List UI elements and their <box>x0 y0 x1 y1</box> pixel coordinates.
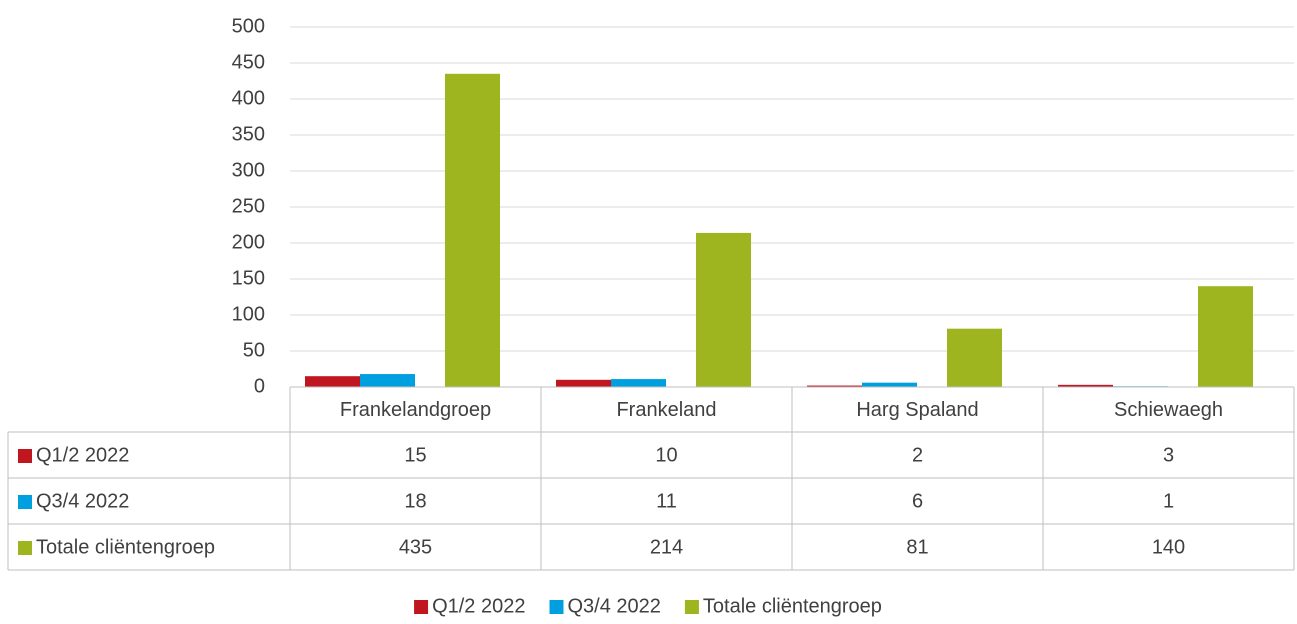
bar <box>556 379 611 387</box>
table-cell: 1 <box>1163 490 1174 512</box>
row-label: Q1/2 2022 <box>36 444 129 466</box>
y-tick-label: 150 <box>232 267 265 289</box>
y-tick-label: 500 <box>232 15 265 37</box>
category-label: Frankeland <box>616 399 716 421</box>
y-tick-label: 250 <box>232 195 265 217</box>
table-cell: 214 <box>650 536 683 558</box>
legend-key <box>18 449 32 463</box>
category-label: Frankelandgroep <box>340 399 491 421</box>
legend-key <box>684 600 699 614</box>
bar <box>696 232 751 387</box>
bar <box>862 382 917 387</box>
row-label: Q3/4 2022 <box>36 490 129 512</box>
table-cell: 2 <box>912 444 923 466</box>
table-cell: 6 <box>912 490 923 512</box>
table-cell: 10 <box>655 444 677 466</box>
category-label: Harg Spaland <box>856 399 978 421</box>
table-cell: 15 <box>404 444 426 466</box>
row-label: Totale cliëntengroep <box>36 536 215 558</box>
table-cell: 11 <box>656 490 677 512</box>
legend-label: Q3/4 2022 <box>567 595 660 617</box>
table-cell: 18 <box>404 490 426 512</box>
legend-key <box>18 541 32 555</box>
legend-key <box>414 600 429 614</box>
y-tick-label: 450 <box>232 51 265 73</box>
table-cell: 3 <box>1163 444 1174 466</box>
y-tick-label: 400 <box>232 87 265 109</box>
y-tick-label: 350 <box>232 123 265 145</box>
legend-key <box>549 600 564 614</box>
bar <box>305 376 360 387</box>
y-tick-label: 100 <box>232 303 265 325</box>
legend-key <box>18 495 32 509</box>
table-cell: 81 <box>906 536 928 558</box>
table-cell: 435 <box>399 536 432 558</box>
bar <box>445 73 500 388</box>
y-tick-label: 50 <box>243 339 265 361</box>
bar <box>947 328 1002 387</box>
bar <box>360 374 415 387</box>
y-tick-label: 300 <box>232 159 265 181</box>
legend-label: Q1/2 2022 <box>432 595 525 617</box>
legend-label: Totale cliëntengroep <box>703 595 882 617</box>
table-cell: 140 <box>1152 536 1185 558</box>
y-tick-label: 0 <box>254 375 265 397</box>
bar <box>807 385 862 387</box>
bar <box>1058 384 1113 387</box>
bar <box>1198 286 1253 387</box>
category-label: Schiewaegh <box>1114 399 1223 421</box>
bar <box>611 379 666 387</box>
y-tick-label: 200 <box>232 231 265 253</box>
